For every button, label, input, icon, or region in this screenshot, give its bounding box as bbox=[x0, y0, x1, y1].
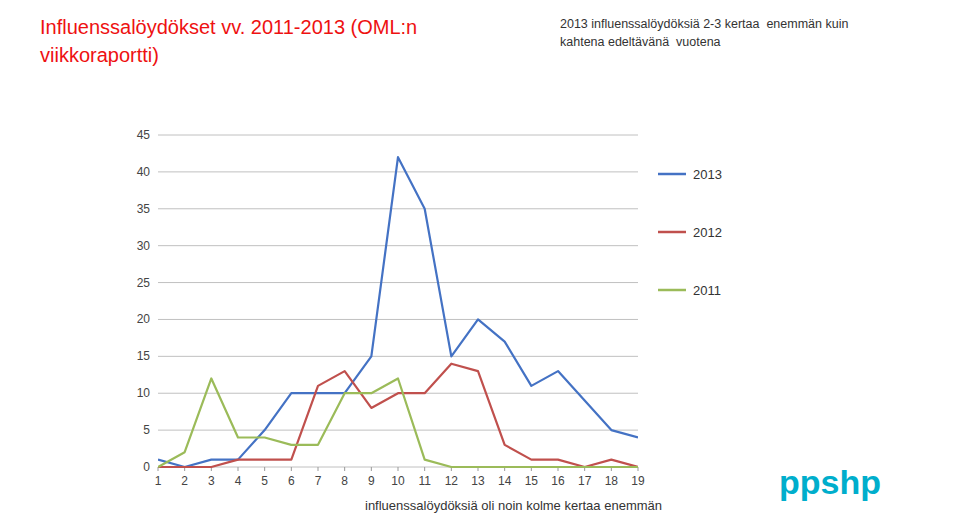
footer: influenssalöydöksiä oli noin kolme kerta… bbox=[365, 498, 662, 513]
x-tick-label: 14 bbox=[498, 474, 512, 488]
x-tick-label: 3 bbox=[208, 474, 215, 488]
series-line bbox=[158, 157, 638, 467]
x-tick bbox=[238, 467, 239, 471]
x-tick-label: 17 bbox=[578, 474, 592, 488]
y-tick-label: 20 bbox=[137, 312, 151, 326]
subtitle: kahtena edeltävänä vuotena bbox=[560, 35, 721, 49]
legend-label: 2013 bbox=[693, 167, 722, 182]
grid-line bbox=[158, 319, 638, 320]
x-tick bbox=[398, 467, 399, 471]
x-tick-label: 7 bbox=[315, 474, 322, 488]
grid-line bbox=[158, 356, 638, 357]
series-group bbox=[158, 157, 638, 467]
y-tick-label: 40 bbox=[137, 165, 151, 179]
logo: ppshp bbox=[779, 463, 881, 501]
legend-label: 2011 bbox=[693, 283, 721, 298]
grid-line bbox=[158, 208, 638, 209]
legend-swatch bbox=[658, 289, 686, 292]
legend-swatch bbox=[658, 173, 686, 176]
legend: 2013 2012 2011 bbox=[658, 167, 722, 298]
x-tick-label: 16 bbox=[551, 474, 565, 488]
grid-line bbox=[158, 171, 638, 172]
grid bbox=[158, 135, 638, 467]
series-line bbox=[158, 364, 638, 467]
series-line bbox=[158, 378, 638, 467]
x-tick-label: 13 bbox=[471, 474, 485, 488]
subtitle: 2013 influenssalöydöksiä 2-3 kertaa enem… bbox=[560, 17, 848, 31]
y-tick-label: 30 bbox=[137, 239, 151, 253]
x-tick-label: 10 bbox=[391, 474, 405, 488]
legend-label: 2012 bbox=[693, 225, 722, 240]
x-tick-label: 12 bbox=[445, 474, 459, 488]
y-tick-label: 35 bbox=[137, 202, 151, 216]
x-tick-label: 15 bbox=[525, 474, 539, 488]
y-tick-label: 45 bbox=[137, 128, 151, 142]
grid-line bbox=[158, 282, 638, 283]
x-tick bbox=[318, 467, 319, 471]
y-tick-label: 25 bbox=[137, 276, 151, 290]
x-tick bbox=[371, 467, 372, 471]
x-tick-label: 9 bbox=[368, 474, 375, 488]
legend-swatch bbox=[658, 231, 686, 234]
x-tick bbox=[424, 467, 425, 471]
chart: Influenssalöydökset vv. 2011-2013 (OML:n… bbox=[0, 0, 960, 528]
x-tick-label: 11 bbox=[418, 474, 431, 488]
x-tick-label: 19 bbox=[631, 474, 645, 488]
x-tick-label: 8 bbox=[341, 474, 348, 488]
x-tick bbox=[344, 467, 345, 471]
x-tick-label: 2 bbox=[181, 474, 188, 488]
y-tick-label: 15 bbox=[137, 349, 151, 363]
title: viikkoraportti) bbox=[40, 44, 159, 66]
y-tick-label: 5 bbox=[143, 423, 150, 437]
x-tick-label: 5 bbox=[261, 474, 268, 488]
x-tick bbox=[264, 467, 265, 471]
x-tick-label: 4 bbox=[235, 474, 242, 488]
grid-line bbox=[158, 135, 638, 136]
y-tick-label: 0 bbox=[143, 460, 150, 474]
y-tick-label: 10 bbox=[137, 386, 151, 400]
x-tick-label: 6 bbox=[288, 474, 295, 488]
x-tick bbox=[291, 467, 292, 471]
background bbox=[0, 0, 960, 528]
grid-line bbox=[158, 245, 638, 246]
title: Influenssalöydökset vv. 2011-2013 (OML:n bbox=[40, 16, 417, 38]
grid-line bbox=[158, 430, 638, 431]
x-tick-label: 1 bbox=[155, 474, 162, 488]
x-tick-label: 18 bbox=[605, 474, 619, 488]
